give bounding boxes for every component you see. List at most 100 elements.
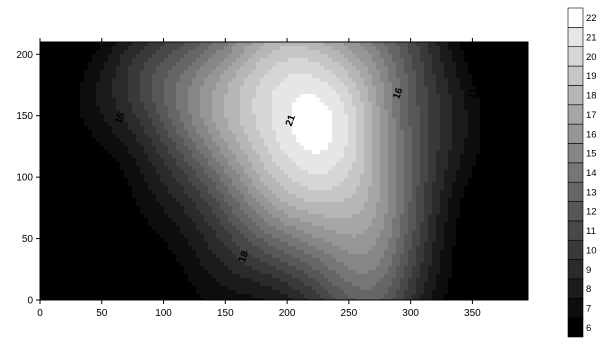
heatmap-cell bbox=[316, 182, 321, 187]
heatmap-cell bbox=[184, 162, 189, 167]
heatmap-cell bbox=[168, 130, 173, 135]
heatmap-cell bbox=[340, 62, 345, 67]
heatmap-cell bbox=[108, 158, 113, 163]
heatmap-cell bbox=[464, 90, 469, 95]
heatmap-cell bbox=[432, 74, 437, 79]
heatmap-cell bbox=[120, 130, 125, 135]
heatmap-cell bbox=[256, 50, 261, 55]
heatmap-cell bbox=[108, 182, 113, 187]
heatmap-cell bbox=[392, 118, 397, 123]
heatmap-cell bbox=[128, 58, 133, 63]
heatmap-cell bbox=[288, 42, 293, 47]
heatmap-cell bbox=[284, 106, 289, 111]
heatmap-cell bbox=[520, 98, 525, 103]
heatmap-cell bbox=[128, 202, 133, 207]
heatmap-cell bbox=[492, 74, 497, 79]
heatmap-cell bbox=[340, 126, 345, 131]
heatmap-cell bbox=[380, 198, 385, 203]
heatmap-cell bbox=[228, 66, 233, 71]
heatmap-cell bbox=[288, 186, 293, 191]
heatmap-cell bbox=[204, 178, 209, 183]
heatmap-cell bbox=[220, 138, 225, 143]
heatmap-cell bbox=[416, 122, 421, 127]
heatmap-cell bbox=[188, 110, 193, 115]
heatmap-cell bbox=[68, 46, 73, 51]
heatmap-cell bbox=[196, 138, 201, 143]
heatmap-cell bbox=[404, 78, 409, 83]
heatmap-cell bbox=[100, 94, 105, 99]
heatmap-cell bbox=[436, 130, 441, 135]
heatmap-cell bbox=[428, 162, 433, 167]
heatmap-cell bbox=[484, 66, 489, 71]
heatmap-cell bbox=[148, 42, 153, 47]
heatmap-cell bbox=[388, 114, 393, 119]
heatmap-cell bbox=[388, 202, 393, 207]
heatmap-cell bbox=[112, 166, 117, 171]
heatmap-cell bbox=[444, 190, 449, 195]
heatmap-cell bbox=[364, 174, 369, 179]
heatmap-cell bbox=[116, 114, 121, 119]
heatmap-cell bbox=[460, 146, 465, 151]
heatmap-cell bbox=[360, 202, 365, 207]
heatmap-cell bbox=[316, 62, 321, 67]
heatmap-cell bbox=[168, 50, 173, 55]
heatmap-cell bbox=[396, 54, 401, 59]
heatmap-cell bbox=[212, 110, 217, 115]
heatmap-cell bbox=[504, 162, 509, 167]
heatmap-cell bbox=[328, 78, 333, 83]
heatmap-cell bbox=[512, 126, 517, 131]
heatmap-cell bbox=[252, 54, 257, 59]
heatmap-cell bbox=[208, 70, 213, 75]
heatmap-cell bbox=[312, 190, 317, 195]
heatmap-cell bbox=[364, 170, 369, 175]
heatmap-cell bbox=[408, 190, 413, 195]
heatmap-cell bbox=[264, 162, 269, 167]
heatmap-cell bbox=[52, 118, 57, 123]
heatmap-cell bbox=[160, 158, 165, 163]
heatmap-cell bbox=[204, 70, 209, 75]
heatmap-cell bbox=[144, 78, 149, 83]
heatmap-cell bbox=[216, 74, 221, 79]
heatmap-cell bbox=[340, 102, 345, 107]
heatmap-cell bbox=[196, 190, 201, 195]
heatmap-cell bbox=[200, 190, 205, 195]
heatmap-cell bbox=[500, 190, 505, 195]
heatmap-cell bbox=[84, 158, 89, 163]
heatmap-cell bbox=[304, 86, 309, 91]
heatmap-cell bbox=[492, 182, 497, 187]
heatmap-cell bbox=[152, 198, 157, 203]
heatmap-cell bbox=[452, 202, 457, 207]
heatmap-cell bbox=[144, 118, 149, 123]
heatmap-cell bbox=[508, 54, 513, 59]
heatmap-cell bbox=[332, 106, 337, 111]
heatmap-cell bbox=[112, 126, 117, 131]
heatmap-cell bbox=[64, 74, 69, 79]
heatmap-cell bbox=[324, 170, 329, 175]
heatmap-cell bbox=[368, 90, 373, 95]
heatmap-cell bbox=[40, 198, 45, 203]
heatmap-cell bbox=[68, 162, 73, 167]
heatmap-cell bbox=[352, 118, 357, 123]
heatmap-cell bbox=[416, 170, 421, 175]
heatmap-cell bbox=[272, 130, 277, 135]
heatmap-cell bbox=[88, 178, 93, 183]
heatmap-cell bbox=[216, 62, 221, 67]
heatmap-cell bbox=[144, 158, 149, 163]
heatmap-cell bbox=[160, 58, 165, 63]
heatmap-cell bbox=[160, 142, 165, 147]
heatmap-cell bbox=[44, 130, 49, 135]
heatmap-cell bbox=[40, 66, 45, 71]
heatmap-cell bbox=[180, 90, 185, 95]
heatmap-cell bbox=[328, 114, 333, 119]
heatmap-cell bbox=[520, 46, 525, 51]
heatmap-cell bbox=[140, 90, 145, 95]
heatmap-cell bbox=[92, 70, 97, 75]
heatmap-cell bbox=[244, 186, 249, 191]
heatmap-cell bbox=[300, 90, 305, 95]
heatmap-cell bbox=[464, 62, 469, 67]
heatmap-cell bbox=[468, 142, 473, 147]
heatmap-cell bbox=[164, 106, 169, 111]
heatmap-cell bbox=[184, 194, 189, 199]
heatmap-cell bbox=[404, 114, 409, 119]
heatmap-cell bbox=[428, 98, 433, 103]
